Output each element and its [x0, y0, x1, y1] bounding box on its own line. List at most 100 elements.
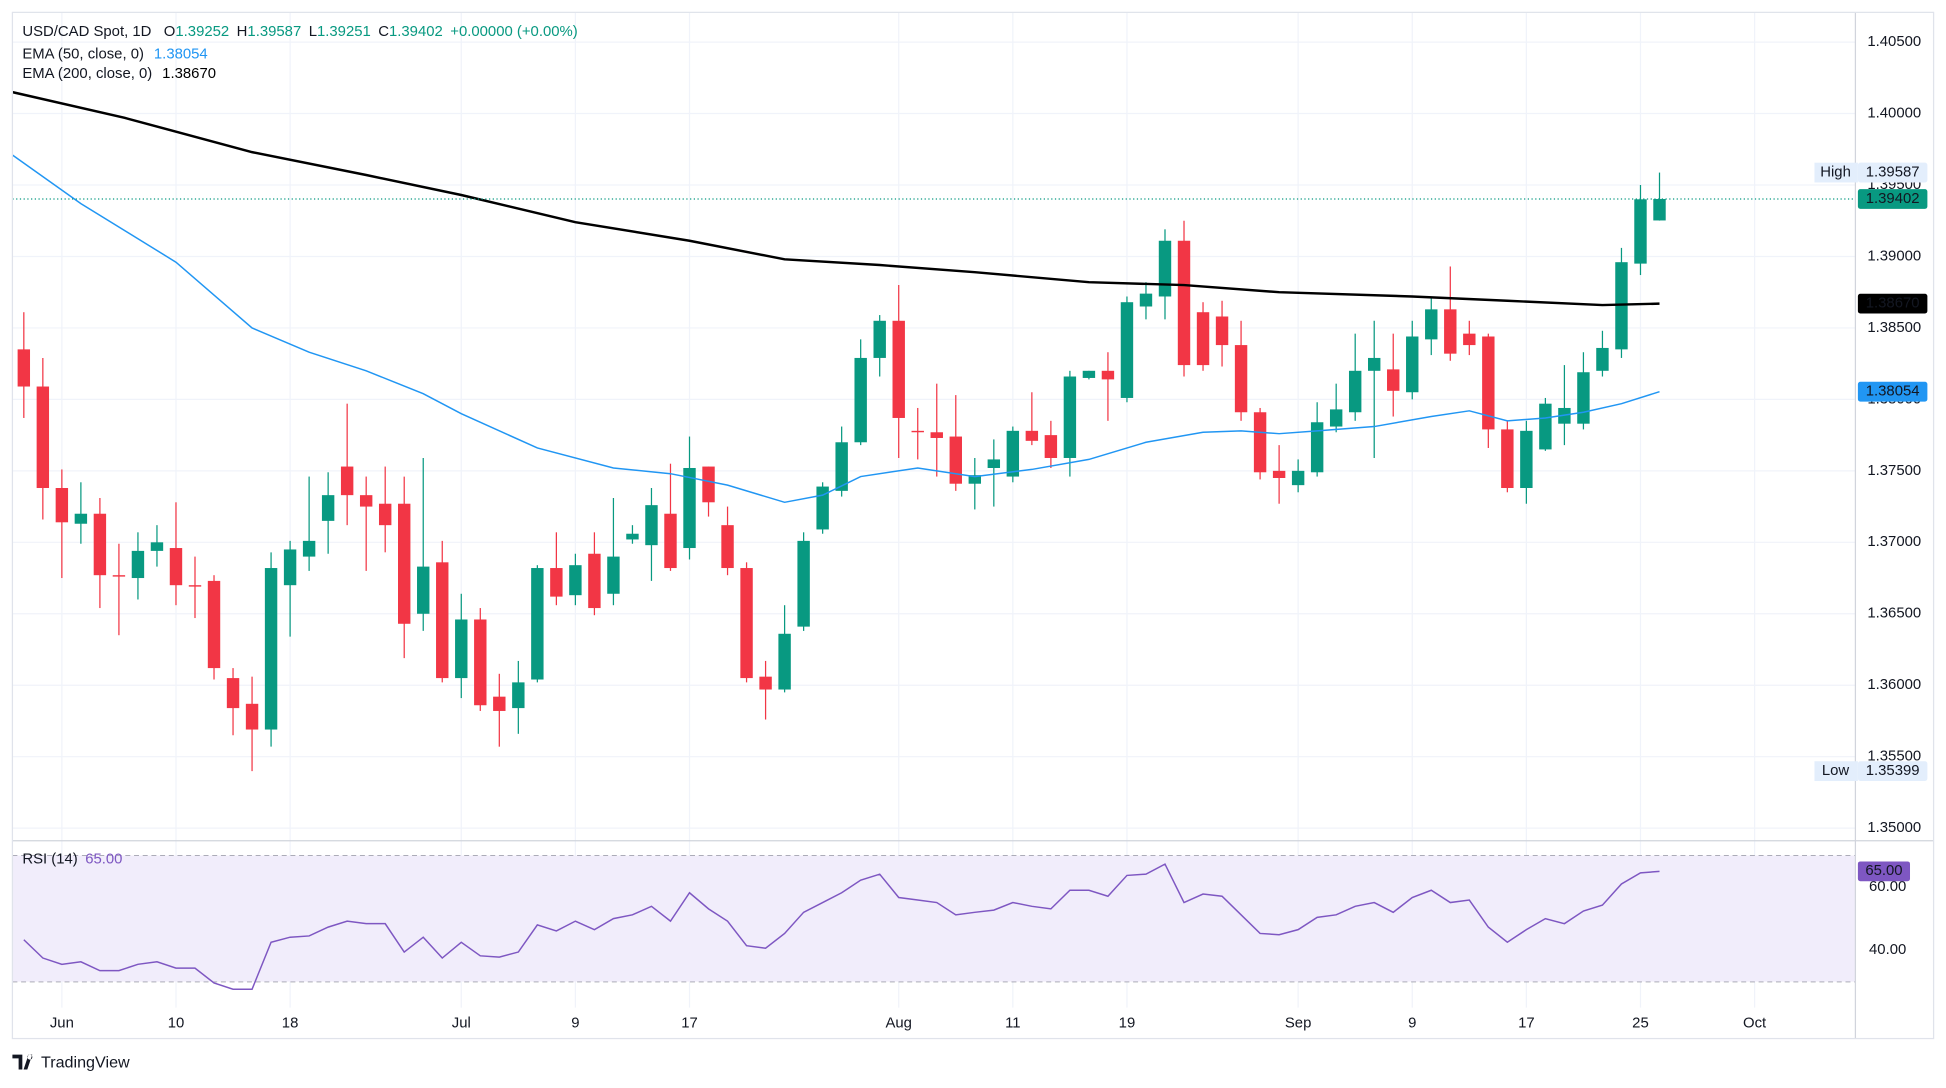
price-badge [1857, 761, 1928, 782]
rsi-band [12, 855, 1856, 982]
plot-layer [11, 90, 1856, 990]
candle-body [1653, 199, 1666, 221]
candle-body [683, 467, 696, 549]
rsi-tick-label: 60.00 [1869, 879, 1906, 895]
rsi-value: 65.00 [85, 851, 122, 867]
candle-body [1044, 435, 1058, 458]
x-tick-label: 18 [282, 1016, 299, 1032]
candle-body [1196, 312, 1210, 366]
ohlc-value: 1.39251 [317, 24, 371, 40]
candle-body [131, 550, 145, 579]
ema-legend: EMA (200, close, 0) 1.38670 [22, 66, 216, 82]
candle-body [1482, 336, 1495, 430]
ohlc-key: H [237, 24, 248, 40]
x-tick-label: 9 [571, 1016, 579, 1032]
candle-body [778, 633, 791, 690]
candle-body [550, 568, 563, 597]
legend-layer: USD/CAD Spot, 1D O1.39252 H1.39587 L1.39251… [22, 24, 577, 867]
ema-name: EMA (200, close, 0) [22, 66, 152, 82]
x-tick-label: 25 [1632, 1016, 1649, 1032]
candle-body [1406, 336, 1419, 393]
ohlc-key: L [309, 24, 317, 40]
candle-body [245, 703, 259, 730]
badge-tag: High [1820, 165, 1851, 181]
badge-tag-bg [1814, 162, 1858, 183]
candle-body [816, 486, 829, 530]
candle-body [340, 466, 354, 496]
rsi-line [23, 863, 1660, 990]
rsi-badge-label: 65.00 [1865, 863, 1902, 879]
candle-body [1520, 430, 1533, 489]
candle-body [664, 513, 677, 569]
candle-body [1463, 333, 1476, 346]
ohlc-value: 1.39252 [175, 24, 229, 40]
candle-body [1177, 240, 1191, 366]
candle-body [569, 565, 582, 596]
x-tick-label: 11 [1005, 1016, 1020, 1032]
candle-body [283, 549, 297, 586]
x-tick-label: Jun [50, 1016, 74, 1032]
ema-value: 1.38670 [162, 66, 216, 82]
candle-body [1310, 422, 1324, 473]
x-tick-label: 10 [168, 1016, 185, 1032]
candle-body [1444, 309, 1457, 354]
y-tick-label: 1.36000 [1867, 677, 1921, 693]
candle-body [626, 533, 639, 540]
candle-body [1291, 470, 1305, 486]
chart-frame [11, 11, 1935, 1040]
candle-body [436, 562, 449, 679]
x-tick-label: 17 [681, 1016, 698, 1032]
candle-body [702, 466, 715, 503]
candle-body [987, 459, 1001, 468]
ohlc-value: 1.39587 [247, 24, 301, 40]
candle-body [1501, 429, 1514, 489]
candle-body [1025, 430, 1039, 441]
y-tick-label: 1.36500 [1867, 606, 1921, 622]
candle-body [398, 503, 411, 624]
candle-body [949, 436, 962, 484]
candle-body [264, 568, 278, 730]
candle-body [1596, 347, 1609, 371]
ohlc-value: 1.39402 [389, 24, 443, 40]
candle-body [873, 320, 886, 358]
x-tick-label: 9 [1408, 1016, 1416, 1032]
candle-body [1368, 357, 1381, 371]
candle-body [1101, 370, 1115, 380]
candle-body [1577, 372, 1590, 424]
y-tick-label: 1.38500 [1867, 320, 1921, 336]
logo-icon [12, 1054, 33, 1070]
x-tick-label: Aug [885, 1016, 912, 1032]
candle-body [1539, 403, 1552, 450]
ohlc-key: C [378, 24, 389, 40]
candle-body [1082, 370, 1096, 378]
candle-body [911, 430, 924, 433]
price-badge-label: 1.39402 [1866, 191, 1920, 207]
symbol-header: USD/CAD Spot, 1D O1.39252 H1.39587 L1.39251… [22, 24, 577, 40]
ema-name: EMA (50, close, 0) [22, 46, 144, 62]
candle-body [854, 357, 867, 443]
candle-body [302, 540, 316, 557]
x-tick-label: 19 [1119, 1016, 1136, 1032]
candle-body [321, 495, 335, 521]
y-tick-label: 1.37000 [1867, 534, 1921, 550]
candle-body [112, 575, 126, 577]
candle-body [188, 585, 202, 587]
candle-body [1139, 293, 1153, 307]
candle-body [474, 619, 487, 706]
candle-body [1006, 430, 1020, 477]
candle-body [1387, 369, 1400, 391]
candle-body [588, 553, 601, 609]
candle-body [930, 432, 943, 438]
candle-body [740, 568, 753, 679]
candle-body [93, 513, 107, 576]
rsi-legend: RSI (14) 65.00 [22, 851, 122, 867]
candle-body [607, 556, 620, 594]
rsi-name: RSI (14) [22, 851, 77, 867]
candle-body [1425, 309, 1438, 340]
badge-tag: Low [1822, 763, 1850, 779]
candle-body [512, 682, 525, 709]
candle-body [645, 505, 658, 546]
candle-body [55, 488, 69, 523]
candle-body [455, 619, 468, 679]
